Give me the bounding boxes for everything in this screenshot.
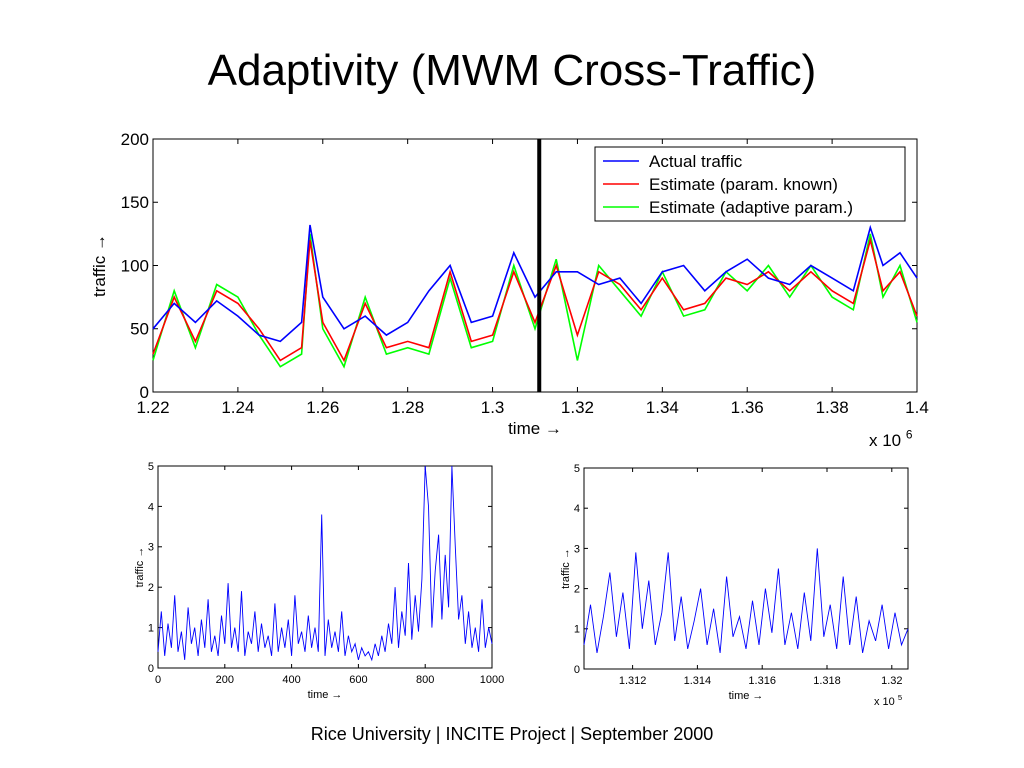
- series-line: [157, 465, 493, 662]
- legend-box: [594, 146, 906, 222]
- main-traffic-chart: 1.22 1.24 1.26 1.28 1.3 1.32 1.34 1.36 1.38 1.4 0 5…: [90, 130, 929, 450]
- plot-frame: [157, 465, 493, 669]
- x-tick-label: 1.26: [306, 398, 339, 417]
- y-tick-label: 5: [574, 463, 580, 475]
- legend-label: Estimate (param. known): [649, 175, 838, 194]
- x-tick-label: 1.32: [561, 398, 594, 417]
- x-tick-label: 600: [349, 674, 367, 686]
- x-tick-label: 0: [155, 674, 161, 686]
- legend-label: Actual traffic: [649, 152, 743, 171]
- y-tick-label: 1: [574, 624, 580, 636]
- x-tick-label: 1.36: [731, 398, 764, 417]
- y-tick-label: 0: [574, 664, 580, 676]
- slide-title: Adaptivity (MWM Cross-Traffic): [207, 46, 817, 95]
- y-tick-label: 5: [148, 461, 154, 473]
- x-tick-label: 1.4: [905, 398, 929, 417]
- x-tick-label: 1.38: [816, 398, 849, 417]
- y-tick-label: 1: [148, 622, 154, 634]
- x-tick-label: 1.314: [684, 675, 712, 687]
- y-axis-label: traffic →: [560, 548, 572, 589]
- plot-frame: [583, 467, 909, 670]
- y-tick-label: 200: [121, 130, 149, 149]
- y-tick-label: 2: [148, 582, 154, 594]
- x-tick-label: 1.318: [813, 675, 841, 687]
- x-axis-label: time →: [508, 419, 562, 438]
- x-tick-label: 1.28: [391, 398, 424, 417]
- y-tick-label: 4: [574, 503, 580, 515]
- series-line-3: [152, 233, 918, 369]
- x-tick-label: 1.32: [881, 675, 902, 687]
- right-traffic-chart: 1.312 1.314 1.316 1.318 1.32 0 1 2 3 4 5 time → traf…: [560, 463, 909, 708]
- x-tick-label: 1.22: [136, 398, 169, 417]
- x-tick-label: 800: [416, 674, 434, 686]
- series-line-1: [152, 224, 918, 343]
- x-tick-label: 200: [216, 674, 234, 686]
- x-tick-label: 1.24: [221, 398, 254, 417]
- x-multiplier-label: x 10 6: [869, 427, 913, 450]
- x-tick-label: 1000: [480, 674, 504, 686]
- y-tick-label: 0: [148, 663, 154, 675]
- x-tick-label: 1.3: [481, 398, 505, 417]
- x-tick-label: 1.312: [619, 675, 647, 687]
- y-tick-label: 50: [130, 320, 149, 339]
- x-tick-label: 400: [282, 674, 300, 686]
- y-axis-label: traffic →: [90, 234, 109, 297]
- legend-label: Estimate (adaptive param.): [649, 198, 853, 217]
- left-traffic-chart: 0 200 400 600 800 1000 0 1 2 3 4 5 time → traffic →: [134, 461, 504, 701]
- x-multiplier-label: x 10 5: [874, 693, 902, 708]
- y-tick-label: 100: [121, 256, 149, 275]
- slide-footer: Rice University | INCITE Project | Septe…: [310, 724, 714, 744]
- x-axis-label: time →: [308, 689, 343, 701]
- x-tick-label: 1.34: [646, 398, 679, 417]
- y-tick-label: 3: [148, 542, 154, 554]
- series-line-2: [152, 237, 918, 363]
- y-tick-label: 3: [574, 543, 580, 555]
- x-tick-label: 1.316: [748, 675, 776, 687]
- x-axis-label: time →: [729, 690, 764, 702]
- y-tick-label: 2: [574, 583, 580, 595]
- y-axis-label: traffic →: [134, 547, 146, 588]
- y-tick-label: 150: [121, 193, 149, 212]
- series-line: [583, 548, 909, 653]
- y-tick-label: 4: [148, 501, 154, 513]
- y-tick-label: 0: [140, 383, 149, 402]
